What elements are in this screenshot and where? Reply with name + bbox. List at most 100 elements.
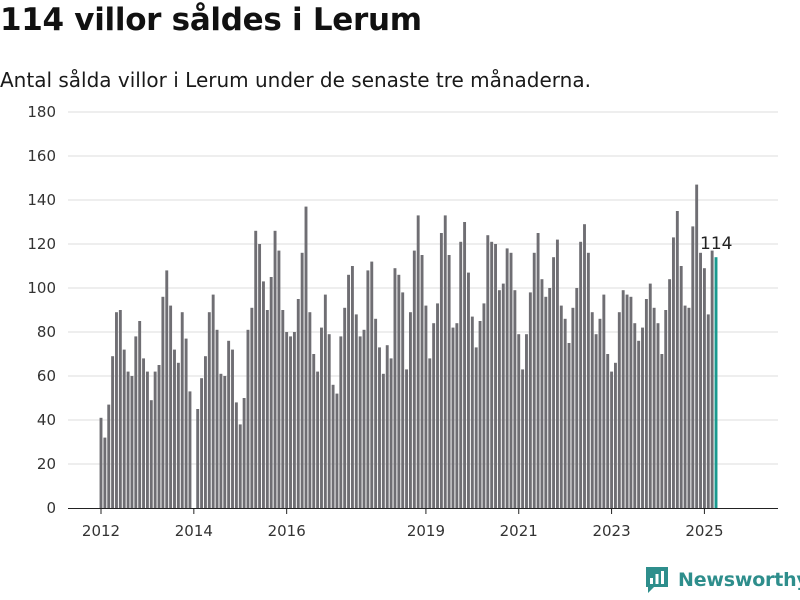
- y-tick-label: 20: [37, 455, 56, 473]
- bar: [176, 362, 180, 508]
- bar: [490, 241, 494, 509]
- bar: [424, 305, 428, 508]
- bar: [583, 224, 586, 508]
- bar: [262, 281, 265, 508]
- bar: [281, 310, 285, 508]
- bar: [463, 222, 467, 508]
- x-tick-label: 2014: [175, 522, 213, 540]
- bar: [408, 312, 412, 508]
- bar: [258, 244, 262, 508]
- bar: [699, 252, 702, 508]
- bar: [528, 292, 532, 508]
- bar: [250, 307, 254, 508]
- bar: [300, 252, 304, 508]
- bar: [389, 358, 393, 508]
- bar: [679, 266, 683, 508]
- bar: [169, 305, 173, 508]
- bar: [350, 266, 354, 508]
- bar: [590, 312, 594, 508]
- bar: [571, 307, 575, 508]
- bar: [273, 230, 277, 509]
- y-tick-label: 0: [46, 499, 56, 517]
- bar: [99, 417, 103, 508]
- bar: [517, 334, 521, 508]
- y-tick-label: 40: [37, 411, 56, 429]
- bar: [115, 312, 118, 508]
- y-tick-label: 80: [37, 323, 56, 341]
- bar: [505, 248, 509, 508]
- bar: [304, 206, 308, 508]
- bar: [641, 327, 644, 508]
- bar: [687, 307, 691, 508]
- bar: [521, 369, 525, 508]
- bar: [548, 288, 552, 508]
- bar: [292, 332, 296, 508]
- bar: [265, 310, 269, 508]
- bars: [99, 184, 718, 509]
- bar: [702, 268, 706, 508]
- bar: [420, 255, 424, 508]
- last-value-label: 114: [700, 234, 732, 254]
- bar: [285, 332, 289, 508]
- brand-logo: Newsworthy: [644, 566, 800, 594]
- bar: [200, 378, 204, 508]
- bar: [598, 318, 602, 508]
- bar: [138, 321, 142, 508]
- y-axis: 0 20 40 60 80 100 120 140 160 180: [27, 103, 56, 517]
- bar: [238, 424, 242, 508]
- bar: [381, 373, 385, 508]
- bar: [331, 384, 335, 508]
- bar: [436, 303, 439, 508]
- x-tick-label: 2012: [82, 522, 120, 540]
- bar: [416, 215, 420, 508]
- bar: [366, 270, 370, 508]
- bar: [188, 391, 192, 508]
- bar: [347, 274, 350, 508]
- bar: [447, 255, 451, 508]
- bar: [157, 365, 161, 508]
- bar: [343, 307, 347, 508]
- bar: [211, 294, 215, 508]
- bar: [459, 241, 463, 509]
- bar: [439, 233, 443, 508]
- bar: [180, 312, 184, 508]
- bar: [664, 310, 668, 508]
- bar: [354, 314, 358, 508]
- bar: [196, 409, 200, 508]
- bar: [173, 349, 176, 508]
- bar: [509, 252, 513, 508]
- bar: [555, 239, 559, 508]
- x-tick-label: 2021: [500, 522, 538, 540]
- bar: [656, 323, 660, 508]
- bar: [467, 272, 470, 508]
- bar: [184, 338, 188, 508]
- y-tick-label: 100: [27, 279, 56, 297]
- bar: [575, 288, 579, 508]
- bar: [153, 371, 157, 508]
- bar: [606, 354, 610, 508]
- bar: [432, 323, 436, 508]
- bar: [474, 347, 478, 508]
- bar: [316, 371, 320, 508]
- bar: [563, 318, 567, 508]
- bar: [405, 369, 409, 508]
- bar: [378, 347, 381, 508]
- bar: [482, 303, 486, 508]
- newsworthy-logo-icon: [646, 567, 668, 593]
- bar: [594, 334, 598, 508]
- bar: [165, 270, 169, 508]
- bar: [536, 233, 540, 508]
- bar: [134, 336, 138, 508]
- bar: [145, 371, 149, 508]
- bar: [668, 279, 672, 508]
- y-tick-label: 160: [27, 147, 56, 165]
- bar: [497, 290, 501, 508]
- bar: [621, 290, 625, 508]
- bar: [710, 250, 714, 508]
- bar: [552, 257, 556, 508]
- bar: [142, 358, 145, 508]
- bar: [544, 296, 548, 508]
- bar: [478, 321, 482, 508]
- bar: [629, 296, 633, 508]
- bar: [320, 327, 323, 508]
